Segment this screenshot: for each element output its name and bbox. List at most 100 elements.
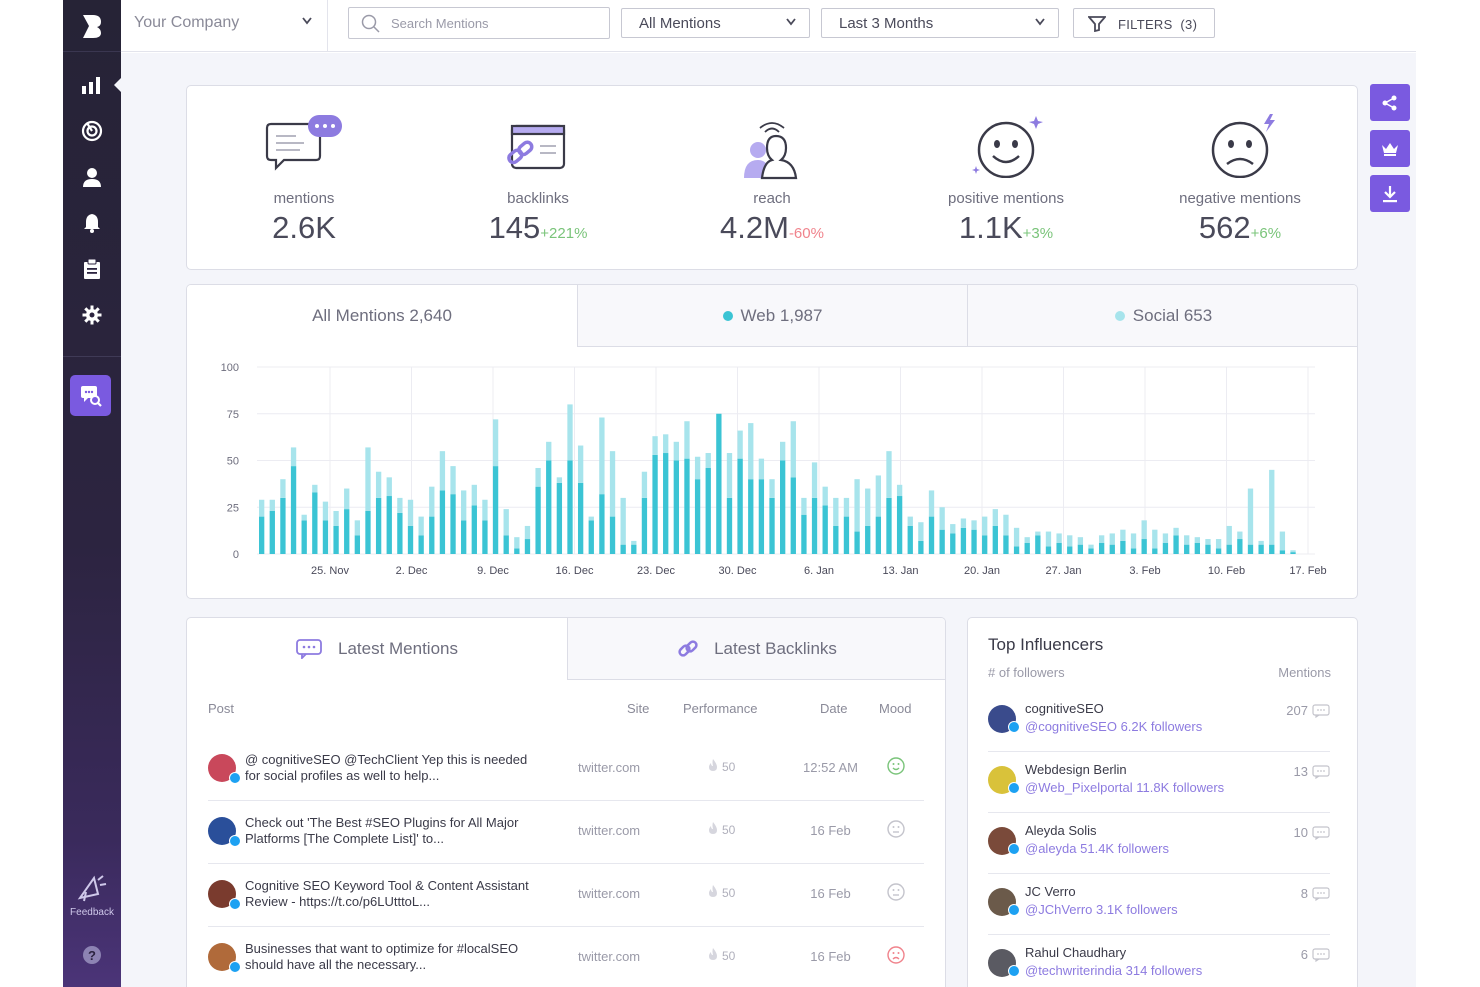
bar-social[interactable] <box>620 497 626 545</box>
bar-web[interactable] <box>269 510 275 554</box>
bar-social[interactable] <box>971 520 977 530</box>
influencer-handle[interactable]: @techwriterindia 314 followers <box>1025 963 1203 978</box>
bar-web[interactable] <box>1173 535 1179 554</box>
bar-web[interactable] <box>652 454 658 554</box>
bar-web[interactable] <box>918 540 924 554</box>
bar-social[interactable] <box>737 430 743 459</box>
bar-web[interactable] <box>450 494 456 554</box>
bar-social[interactable] <box>514 537 520 549</box>
bar-web[interactable] <box>758 479 765 554</box>
bar-web[interactable] <box>1067 546 1073 554</box>
bar-social[interactable] <box>609 451 616 517</box>
bar-social[interactable] <box>705 453 711 468</box>
bar-web[interactable] <box>599 494 605 554</box>
bar-web[interactable] <box>992 525 998 554</box>
bar-web[interactable] <box>1088 548 1094 554</box>
bar-web[interactable] <box>482 520 488 554</box>
bar-social[interactable] <box>663 434 669 454</box>
bar-web[interactable] <box>322 520 329 554</box>
bar-web[interactable] <box>301 520 307 554</box>
bar-social[interactable] <box>918 522 924 541</box>
bar-web[interactable] <box>928 516 935 554</box>
bar-web[interactable] <box>1269 544 1275 554</box>
bar-social[interactable] <box>769 479 775 498</box>
period-dropdown[interactable]: Last 3 Months <box>821 8 1059 38</box>
bar-web[interactable] <box>896 496 903 554</box>
bar-web[interactable] <box>1098 542 1105 554</box>
bar-web[interactable] <box>1184 544 1190 554</box>
bar-social[interactable] <box>822 486 828 506</box>
bar-web[interactable] <box>503 535 509 554</box>
table-row[interactable]: Cognitive SEO Keyword Tool & Content Ass… <box>208 864 924 927</box>
bar-web[interactable] <box>1035 535 1041 554</box>
influencer-handle[interactable]: @JChVerro 3.1K followers <box>1025 902 1178 917</box>
bar-web[interactable] <box>1226 544 1232 554</box>
bar-social[interactable] <box>450 466 456 495</box>
tab-social[interactable]: Social 653 <box>967 285 1357 347</box>
bar-web[interactable] <box>811 497 818 554</box>
bar-web[interactable] <box>514 548 520 554</box>
bar-social[interactable] <box>833 497 839 526</box>
bar-social[interactable] <box>322 501 329 521</box>
tab-web[interactable]: Web 1,987 <box>577 285 967 347</box>
bar-social[interactable] <box>567 404 573 461</box>
bar-web[interactable] <box>631 544 637 554</box>
bar-web[interactable] <box>833 525 839 554</box>
influencer-name[interactable]: Rahul Chaudhary <box>1025 945 1127 960</box>
bar-web[interactable] <box>982 535 988 554</box>
bar-web[interactable] <box>854 531 860 554</box>
bar-social[interactable] <box>397 497 403 513</box>
mention-post[interactable]: Check out 'The Best #SEO Plugins for All… <box>245 815 519 846</box>
bar-web[interactable] <box>546 460 552 555</box>
bar-web[interactable] <box>907 525 913 554</box>
bar-web[interactable] <box>1024 542 1030 554</box>
bar-social[interactable] <box>1045 531 1052 547</box>
influencer-handle[interactable]: @aleyda 51.4K followers <box>1025 841 1169 856</box>
bar-web[interactable] <box>1013 546 1020 554</box>
bar-social[interactable] <box>461 490 467 521</box>
bar-web[interactable] <box>1109 544 1115 554</box>
bar-web[interactable] <box>950 533 956 554</box>
bar-web[interactable] <box>407 525 414 554</box>
bar-social[interactable] <box>875 475 882 517</box>
sidebar-item-reports[interactable] <box>63 246 121 292</box>
bar-social[interactable] <box>854 479 860 532</box>
influencer-name[interactable]: Aleyda Solis <box>1025 823 1097 838</box>
bar-web[interactable] <box>694 479 701 554</box>
mention-search-button[interactable] <box>70 375 111 416</box>
bar-social[interactable] <box>407 499 414 526</box>
bar-web[interactable] <box>429 516 435 554</box>
bar-social[interactable] <box>280 479 286 498</box>
bar-web[interactable] <box>620 544 626 554</box>
bar-social[interactable] <box>1024 537 1030 543</box>
bar-social[interactable] <box>1279 531 1286 551</box>
bar-social[interactable] <box>694 456 701 480</box>
bar-social[interactable] <box>301 514 307 521</box>
bar-web[interactable] <box>609 516 616 554</box>
bar-social[interactable] <box>1269 469 1275 545</box>
table-row[interactable]: Businesses that want to optimize for #lo… <box>208 927 924 987</box>
bar-web[interactable] <box>375 497 382 554</box>
bar-social[interactable] <box>790 421 796 478</box>
bar-web[interactable] <box>886 497 892 554</box>
bar-social[interactable] <box>290 447 297 467</box>
bar-web[interactable] <box>397 512 403 554</box>
bar-web[interactable] <box>1120 540 1126 554</box>
bar-social[interactable] <box>1077 537 1084 545</box>
bar-social[interactable] <box>439 451 446 491</box>
bar-social[interactable] <box>1205 539 1211 545</box>
bar-social[interactable] <box>673 441 679 461</box>
bar-web[interactable] <box>673 460 679 555</box>
bar-social[interactable] <box>865 488 871 526</box>
bar-social[interactable] <box>344 488 350 510</box>
bar-social[interactable] <box>1141 520 1147 540</box>
influencer-handle[interactable]: @cognitiveSEO 6.2K followers <box>1025 719 1203 734</box>
sidebar-item-influencers[interactable] <box>63 154 121 200</box>
bar-web[interactable] <box>1258 544 1264 554</box>
mention-post[interactable]: Cognitive SEO Keyword Tool & Content Ass… <box>245 878 529 909</box>
bar-web[interactable] <box>354 535 361 554</box>
bar-web[interactable] <box>386 496 392 554</box>
bar-social[interactable] <box>1109 533 1115 545</box>
bar-social[interactable] <box>1056 533 1062 543</box>
bar-web[interactable] <box>535 486 541 554</box>
